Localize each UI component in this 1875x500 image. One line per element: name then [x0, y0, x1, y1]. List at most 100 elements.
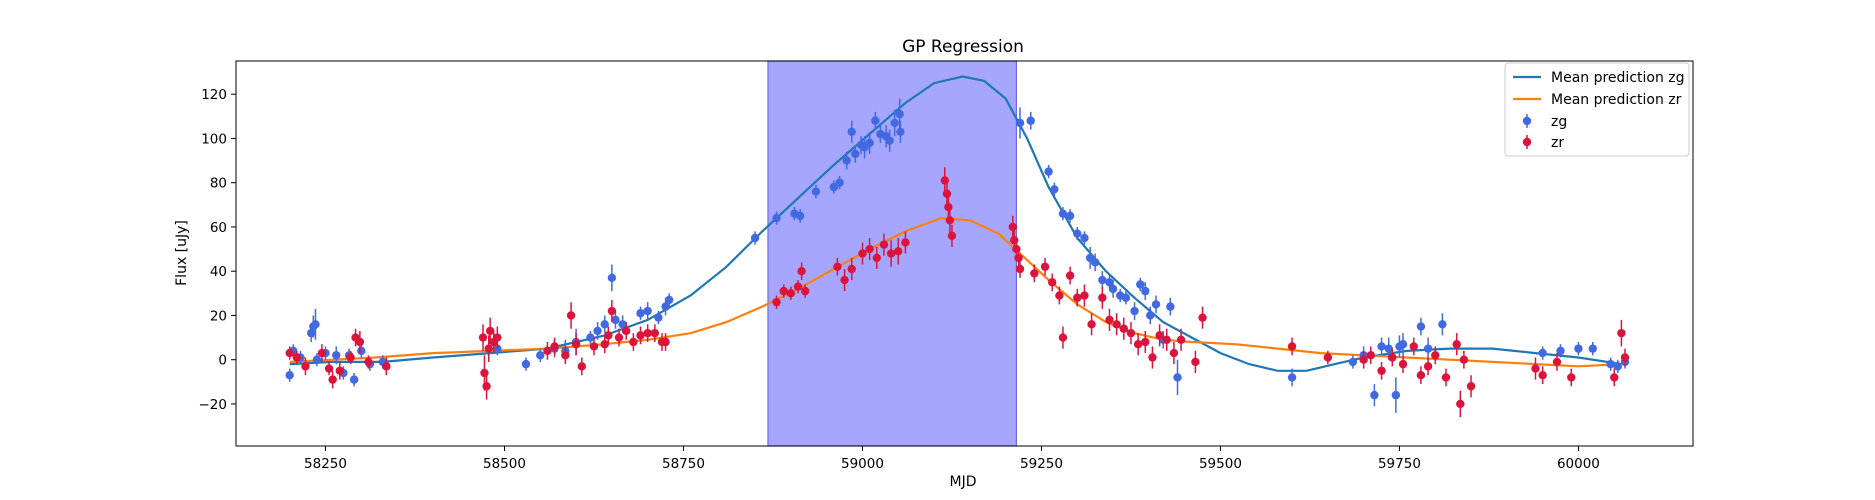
- legend-label-zg-points: zg: [1551, 114, 1567, 130]
- data-point-zr: [561, 351, 570, 360]
- x-tick-label: 60000: [1557, 456, 1600, 472]
- data-point-zg: [1173, 373, 1182, 382]
- data-point-zr: [485, 326, 495, 336]
- data-point-zr: [833, 262, 842, 271]
- data-point-zr: [847, 264, 856, 274]
- y-tick-label: 40: [210, 264, 227, 280]
- legend-marker: [1522, 116, 1532, 126]
- data-point-zr: [1155, 331, 1164, 340]
- data-point-zg: [357, 346, 366, 356]
- prediction-lines-layer: [289, 75, 1622, 372]
- data-point-zr: [1538, 370, 1547, 380]
- data-point-zg: [1538, 348, 1547, 358]
- data-point-zg: [1121, 293, 1131, 302]
- data-point-zg: [349, 375, 359, 384]
- data-point-zr: [480, 368, 489, 378]
- data-point-zr: [1065, 271, 1075, 280]
- data-point-zr: [1441, 373, 1451, 382]
- data-point-zr: [1133, 340, 1143, 349]
- data-point-zg: [1151, 300, 1161, 309]
- prediction-line-zr: [289, 216, 1622, 368]
- data-point-zr: [1366, 351, 1376, 360]
- data-point-zg: [1588, 344, 1597, 353]
- data-point-zr: [1567, 373, 1576, 382]
- y-tick-label: 0: [218, 353, 227, 369]
- data-point-zg: [618, 320, 627, 329]
- data-point-zg: [851, 149, 860, 159]
- legend: Mean prediction zg Mean prediction zr zg…: [1504, 62, 1690, 157]
- data-points-layer: [285, 98, 1630, 418]
- data-point-zg: [1606, 359, 1615, 369]
- data-point-zr: [629, 337, 638, 347]
- data-point-zg: [1015, 118, 1025, 128]
- x-tick-label: 58750: [662, 456, 705, 472]
- plot-frame: [235, 60, 1694, 447]
- data-point-zr: [894, 247, 903, 256]
- data-point-zg: [1105, 278, 1114, 287]
- y-tick-label: −20: [199, 397, 228, 413]
- data-point-zr: [1359, 355, 1368, 364]
- data-point-zr: [1008, 222, 1018, 232]
- data-point-zr: [1048, 278, 1057, 287]
- data-point-zr: [622, 326, 631, 336]
- data-point-zr: [940, 176, 950, 185]
- data-point-zr: [1531, 364, 1540, 373]
- data-point-zr: [577, 362, 587, 371]
- data-point-zr: [1119, 324, 1129, 333]
- data-point-zr: [1620, 353, 1630, 362]
- data-point-zg: [1080, 233, 1089, 243]
- data-point-zr: [607, 306, 617, 316]
- data-point-zg: [750, 233, 760, 243]
- data-point-zr: [1169, 348, 1179, 358]
- data-point-zr: [643, 328, 652, 338]
- data-point-zr: [482, 382, 491, 391]
- y-axis-label: Flux [uJy]: [174, 220, 190, 286]
- data-point-zr: [797, 267, 806, 276]
- y-tick-label: 120: [201, 87, 227, 103]
- data-point-zg: [1416, 322, 1426, 331]
- data-point-zr: [1162, 335, 1171, 344]
- data-point-zr: [1040, 262, 1050, 271]
- data-point-zr: [1030, 269, 1039, 278]
- data-point-zr: [335, 366, 345, 375]
- data-point-zg: [1556, 346, 1565, 356]
- data-point-zg: [1166, 302, 1175, 311]
- data-point-zr: [600, 340, 609, 349]
- data-point-zr: [1423, 362, 1433, 371]
- data-point-zg: [1098, 275, 1107, 285]
- data-point-zr: [493, 333, 502, 342]
- data-point-zr: [1191, 357, 1200, 367]
- data-point-zr: [478, 333, 488, 342]
- data-point-zg: [1058, 209, 1068, 218]
- data-point-zr: [1012, 244, 1021, 254]
- data-point-zr: [1416, 370, 1426, 380]
- data-point-zr: [1148, 353, 1157, 362]
- data-point-zr: [793, 282, 803, 291]
- legend-label-zr-line: Mean prediction zr: [1551, 92, 1682, 108]
- data-point-zg: [895, 109, 904, 119]
- data-point-zg: [1050, 185, 1059, 194]
- data-point-zg: [842, 156, 851, 165]
- data-point-zr: [571, 340, 581, 349]
- data-point-zr: [779, 286, 788, 296]
- data-point-zr: [1198, 313, 1207, 322]
- legend-swatch-zg-points: [1522, 114, 1532, 128]
- data-point-zr: [865, 244, 874, 254]
- data-point-zr: [886, 249, 896, 258]
- data-point-zr: [328, 375, 337, 384]
- data-point-zr: [1087, 320, 1096, 329]
- data-point-zg: [285, 370, 294, 380]
- data-point-zr: [945, 216, 955, 225]
- data-point-zr: [292, 353, 302, 362]
- data-point-zg: [312, 355, 322, 364]
- data-point-zg: [896, 127, 905, 137]
- data-point-zg: [586, 333, 595, 342]
- data-point-zg: [1391, 390, 1401, 400]
- data-point-zg: [593, 326, 602, 336]
- data-point-zr: [1058, 333, 1068, 342]
- data-point-zr: [1080, 291, 1089, 300]
- data-point-zr: [566, 311, 576, 320]
- data-point-zr: [1431, 351, 1440, 360]
- data-point-zg: [661, 302, 670, 311]
- data-point-zg: [1613, 362, 1623, 371]
